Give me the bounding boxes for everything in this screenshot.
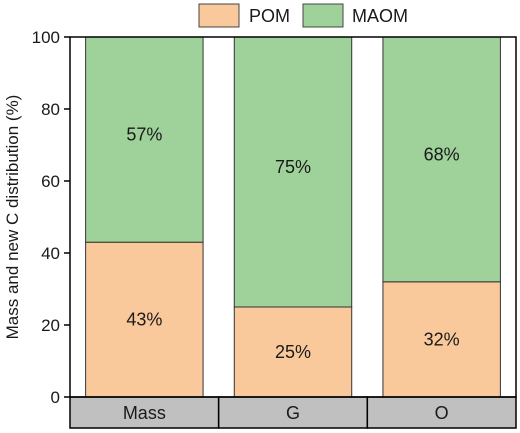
legend-swatch-maom <box>302 3 344 28</box>
y-tick-label: 0 <box>51 388 60 407</box>
y-tick-label: 60 <box>41 172 60 191</box>
category-box <box>217 396 369 429</box>
bar-pom-o <box>382 281 501 398</box>
category-label: O <box>435 403 449 423</box>
y-tick-label: 20 <box>41 316 60 335</box>
y-tick-label: 80 <box>41 100 60 119</box>
data-label-maom-o: 68% <box>424 144 460 164</box>
bar-pom-g <box>233 306 353 398</box>
plot-frame <box>69 36 517 398</box>
category-label: G <box>286 403 300 423</box>
category-label: Mass <box>123 403 166 423</box>
data-label-maom-mass: 57% <box>126 125 162 145</box>
bar-maom-o <box>382 36 501 283</box>
data-label-maom-g: 75% <box>275 157 311 177</box>
category-axis: Mass G O <box>69 396 517 429</box>
y-axis: 0 20 40 60 80 100 <box>32 28 70 407</box>
legend-label-maom: MAOM <box>352 6 408 26</box>
y-axis-title: Mass and new C distribution (%) <box>3 95 22 340</box>
category-box <box>69 396 220 429</box>
data-label-pom-g: 25% <box>275 342 311 362</box>
legend-label-pom: POM <box>249 6 290 26</box>
y-tick-label: 40 <box>41 244 60 263</box>
bars: 43% 57% 25% 75% 32% 68% <box>85 36 501 398</box>
legend: POM MAOM <box>198 3 408 28</box>
data-label-pom-o: 32% <box>424 329 460 349</box>
data-label-pom-mass: 43% <box>126 310 162 330</box>
legend-swatch-pom <box>198 3 240 28</box>
bar-maom-mass <box>85 36 204 243</box>
y-tick-label: 100 <box>32 28 60 47</box>
